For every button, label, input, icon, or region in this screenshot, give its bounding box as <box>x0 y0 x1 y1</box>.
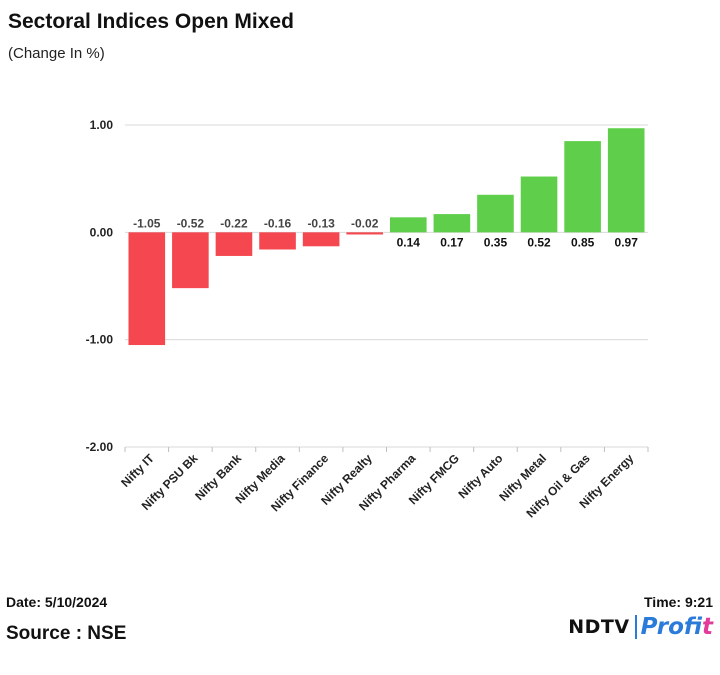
data-label: 0.52 <box>527 235 551 249</box>
bar <box>477 194 514 233</box>
logo-ndtv-text: NDTV <box>568 616 630 638</box>
logo-profit-accent: it <box>702 614 713 640</box>
data-label: 0.35 <box>484 235 508 249</box>
data-label: 0.85 <box>571 235 595 249</box>
bar <box>520 176 558 233</box>
data-label: -0.02 <box>351 216 379 230</box>
data-label: -1.05 <box>133 216 161 230</box>
bar <box>172 232 209 289</box>
chart-subtitle: (Change In %) <box>8 45 105 62</box>
data-label: 0.97 <box>615 235 639 249</box>
data-label: 0.14 <box>397 235 421 249</box>
data-label: 0.17 <box>440 235 464 249</box>
ndtv-profit-logo: NDTV Profit <box>568 614 713 640</box>
bar <box>433 214 471 233</box>
bar <box>607 128 645 233</box>
y-tick-label: 0.00 <box>90 225 114 239</box>
time-label: Time: 9:21 <box>644 594 713 610</box>
y-tick-label: -1.00 <box>86 333 114 347</box>
bar <box>389 217 427 233</box>
date-label: Date: 5/10/2024 <box>6 594 108 610</box>
logo-profit-main: Prof <box>640 614 702 640</box>
data-label: -0.16 <box>264 216 292 230</box>
data-label: -0.22 <box>220 216 248 230</box>
bar <box>564 141 601 233</box>
bar <box>128 232 166 346</box>
data-label: -0.13 <box>307 216 335 230</box>
y-tick-label: 1.00 <box>90 118 114 132</box>
chart-title: Sectoral Indices Open Mixed <box>8 10 294 33</box>
logo-divider <box>634 615 637 639</box>
data-label: -0.52 <box>177 216 205 230</box>
y-tick-label: -2.00 <box>86 440 114 454</box>
category-label: Nifty IT <box>118 451 157 490</box>
bar <box>215 232 253 256</box>
source-label: Source : NSE <box>6 623 127 644</box>
bar <box>302 232 340 247</box>
bar <box>346 232 384 235</box>
bar <box>259 232 296 250</box>
logo-profit-text: Profit <box>641 614 713 640</box>
